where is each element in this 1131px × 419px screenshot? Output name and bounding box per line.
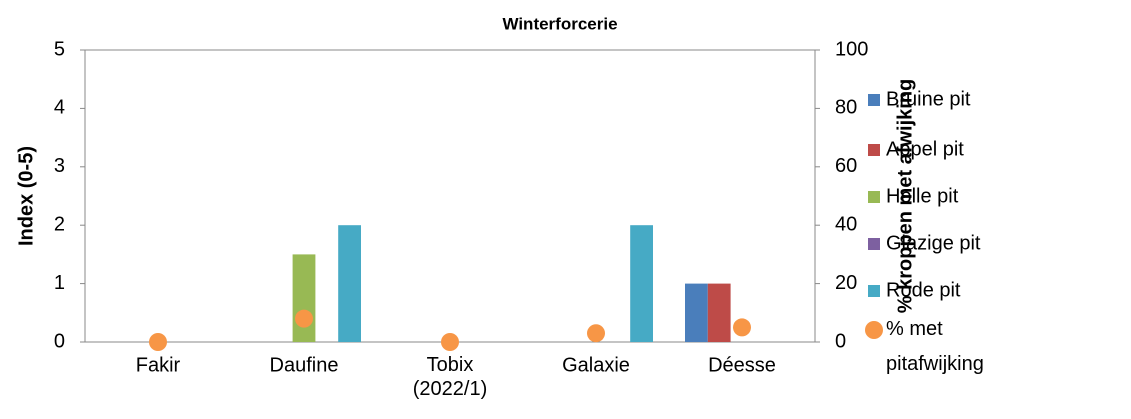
x-tick-label: Tobix (2022/1) <box>413 354 488 400</box>
legend-label: Rode pit <box>886 279 961 301</box>
bar <box>707 283 731 342</box>
y-tick-label: 0 <box>54 330 65 352</box>
y-tick-label: 5 <box>54 38 65 60</box>
legend-marker <box>868 144 880 156</box>
legend-marker <box>868 191 880 203</box>
legend-marker <box>865 321 883 339</box>
scatter-point <box>587 324 605 343</box>
legend-label: Appel pit <box>886 138 964 160</box>
y2-axis-title: % kroppen met afwijking <box>894 79 916 313</box>
y2-tick-label: 40 <box>835 213 857 235</box>
scatter-point <box>441 333 459 351</box>
x-tick-label: Daufine <box>270 354 339 376</box>
legend-label: Holle pit <box>886 185 959 207</box>
legend-label: Glazige pit <box>886 232 981 254</box>
y-axis-title: Index (0-5) <box>15 146 37 246</box>
legend-marker <box>868 94 880 106</box>
legend-label: % met pitafwijking <box>886 318 984 375</box>
bar <box>630 225 653 342</box>
y2-tick-label: 60 <box>835 155 857 177</box>
y2-tick-label: 100 <box>835 38 868 60</box>
bar <box>338 225 361 342</box>
y-tick-label: 4 <box>54 97 65 119</box>
y2-tick-label: 80 <box>835 97 857 119</box>
legend-marker <box>868 238 880 250</box>
scatter-point <box>733 318 751 337</box>
y-tick-label: 2 <box>54 213 65 235</box>
bar <box>292 254 316 342</box>
y2-tick-label: 0 <box>835 330 846 352</box>
y-tick-label: 1 <box>54 272 65 294</box>
x-tick-label: Fakir <box>136 354 181 376</box>
scatter-point <box>149 333 167 351</box>
chart-title: Winterforcerie <box>502 14 617 33</box>
y2-tick-label: 20 <box>835 272 857 294</box>
legend-label: Bruine pit <box>886 88 971 110</box>
x-tick-label: Galaxie <box>562 354 630 376</box>
y-tick-label: 3 <box>54 155 65 177</box>
x-tick-label: Déesse <box>708 354 776 376</box>
legend-marker <box>868 285 880 297</box>
scatter-point <box>295 309 313 328</box>
bar <box>685 283 708 342</box>
